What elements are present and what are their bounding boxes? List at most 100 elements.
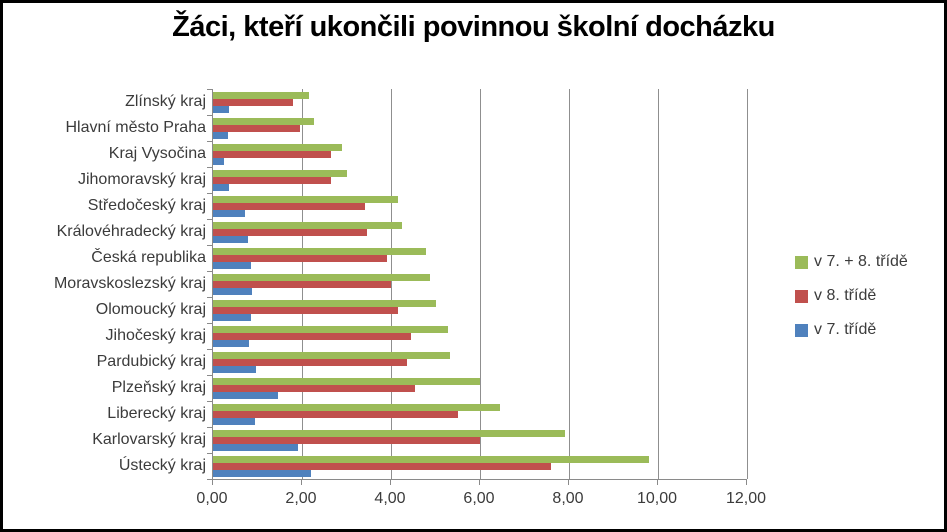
bar-blue (213, 339, 250, 347)
plot-area (212, 89, 748, 480)
value-axis-tick (568, 480, 569, 485)
bar-green (213, 325, 448, 333)
bar-red (213, 150, 331, 158)
category-label: Kraj Vysočina (108, 145, 206, 162)
category-label: Liberecký kraj (107, 405, 206, 422)
category-label: Královéhradecký kraj (56, 223, 206, 240)
bar-red (213, 254, 388, 262)
category-axis-tick (207, 375, 212, 376)
legend-item: v 8. třídě (795, 287, 908, 305)
bar-blue (213, 209, 246, 217)
bar-green (213, 377, 480, 385)
category-label: Karlovarský kraj (92, 431, 206, 448)
category-axis-tick (207, 245, 212, 246)
bar-red (213, 228, 368, 236)
category-label: Olomoucký kraj (95, 301, 206, 318)
bar-blue (213, 443, 298, 451)
category-label: Moravskoslezský kraj (53, 275, 206, 292)
bar-blue (213, 469, 311, 477)
bar-red (213, 436, 480, 444)
category-label: Jihočeský kraj (105, 327, 206, 344)
legend-swatch-icon (795, 323, 808, 337)
value-axis-tick (301, 480, 302, 485)
category-axis-tick (207, 453, 212, 454)
bar-blue (213, 235, 248, 243)
category-label: Zlínský kraj (125, 93, 206, 110)
category-label: Ústecký kraj (118, 457, 206, 474)
legend-label: v 7. třídě (814, 321, 877, 338)
category-axis-tick (207, 115, 212, 116)
category-label: Hlavní město Praha (65, 119, 206, 136)
value-axis-label: 4,00 (374, 490, 406, 507)
legend-label: v 7. + 8. třídě (814, 253, 908, 270)
bar-blue (213, 183, 229, 191)
bar-green (213, 403, 501, 411)
bar-green (213, 169, 347, 177)
gridline (747, 89, 748, 479)
legend-label: v 8. třídě (814, 287, 877, 304)
legend-item: v 7. třídě (795, 321, 908, 339)
bar-blue (213, 157, 225, 165)
bar-green (213, 247, 426, 255)
bar-green (213, 299, 436, 307)
category-axis-tick (207, 89, 212, 90)
bar-green (213, 429, 565, 437)
category-axis-tick (207, 349, 212, 350)
value-axis-tick (212, 480, 213, 485)
bar-blue (213, 417, 256, 425)
value-axis-label: 8,00 (552, 490, 584, 507)
bar-red (213, 176, 331, 184)
category-axis-tick (207, 167, 212, 168)
bar-blue (213, 105, 229, 113)
category-label: Středočeský kraj (87, 197, 206, 214)
bar-red (213, 98, 294, 106)
bar-green (213, 143, 343, 151)
value-axis-tick (390, 480, 391, 485)
bar-green (213, 455, 650, 463)
category-label: Plzeňský kraj (111, 379, 206, 396)
legend-item: v 7. + 8. třídě (795, 253, 908, 271)
gridline (480, 89, 481, 479)
category-axis-tick (207, 271, 212, 272)
bar-green (213, 91, 309, 99)
bar-blue (213, 261, 252, 269)
value-axis-label: 0,00 (196, 490, 228, 507)
bar-red (213, 332, 412, 340)
bar-blue (213, 365, 257, 373)
legend-swatch-icon (795, 289, 808, 303)
bar-red (213, 306, 398, 314)
category-axis-tick (207, 193, 212, 194)
bar-green (213, 351, 450, 359)
bar-red (213, 462, 552, 470)
legend-swatch-icon (795, 255, 808, 269)
category-axis-tick (207, 323, 212, 324)
value-axis-tick (657, 480, 658, 485)
gridline (391, 89, 392, 479)
category-label: Česká republika (91, 249, 206, 266)
bar-green (213, 273, 431, 281)
category-label: Pardubický kraj (96, 353, 206, 370)
value-axis-tick (479, 480, 480, 485)
value-axis-label: 10,00 (636, 490, 678, 507)
value-axis-tick (746, 480, 747, 485)
bar-red (213, 124, 300, 132)
category-axis-tick (207, 141, 212, 142)
bar-blue (213, 131, 228, 139)
chart-title: Žáci, kteří ukončili povinnou školní doc… (172, 11, 775, 43)
bar-red (213, 384, 416, 392)
bar-green (213, 221, 403, 229)
category-label: Jihomoravský kraj (77, 171, 206, 188)
category-axis-tick (207, 479, 212, 480)
bar-blue (213, 313, 251, 321)
bar-blue (213, 287, 253, 295)
value-axis-label: 12,00 (725, 490, 767, 507)
bar-red (213, 202, 366, 210)
value-axis-label: 2,00 (285, 490, 317, 507)
value-axis-label: 6,00 (463, 490, 495, 507)
category-axis-tick (207, 427, 212, 428)
bar-green (213, 195, 398, 203)
bar-red (213, 280, 391, 288)
legend: v 7. + 8. třídě v 8. třídě v 7. třídě (795, 253, 908, 355)
category-axis-tick (207, 297, 212, 298)
